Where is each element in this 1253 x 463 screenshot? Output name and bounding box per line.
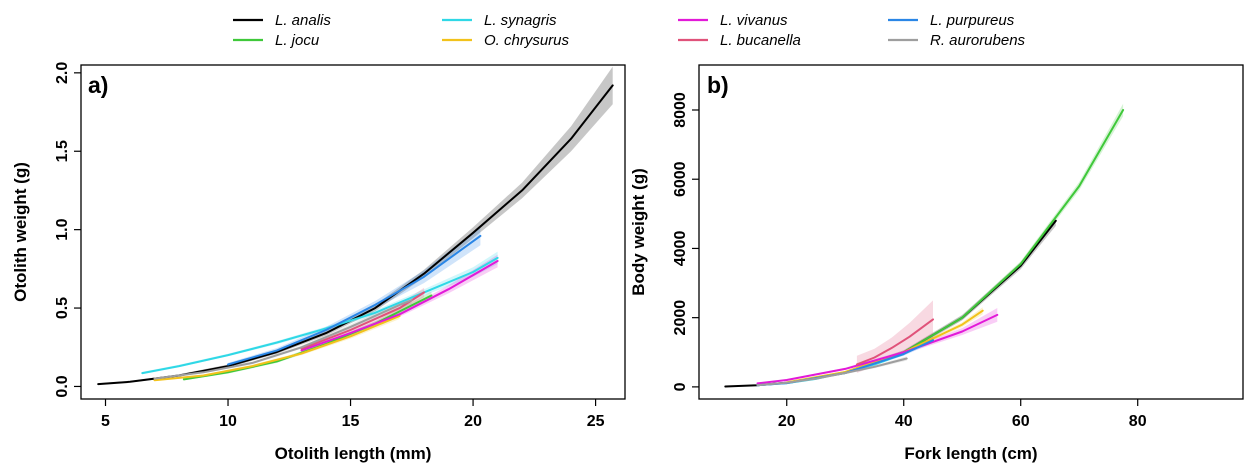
- x-tick-label: 80: [1129, 413, 1147, 430]
- panel-label: a): [88, 72, 108, 98]
- series-line-l-bucanella: [855, 318, 934, 366]
- y-tick-label: 0.5: [54, 297, 71, 319]
- legend: L. analis L. jocu L. synagris O. chrysurus L…: [233, 12, 1026, 49]
- x-axis-title: Otolith length (mm): [275, 444, 432, 463]
- ci-band-l-bucanella: [856, 300, 933, 373]
- plot-area: [97, 66, 614, 386]
- ci-band-l-synagris: [142, 251, 498, 375]
- x-tick-label: 20: [778, 413, 796, 430]
- x-tick-label: 25: [587, 413, 605, 430]
- plot-frame: [698, 64, 1244, 400]
- y-tick-label: 1.5: [54, 140, 71, 162]
- legend-label: O. chrysurus: [484, 32, 570, 49]
- y-tick-label: 0.0: [54, 375, 71, 397]
- y-tick-label: 2.0: [54, 62, 71, 84]
- legend-label: L. analis: [275, 12, 331, 29]
- y-tick-label: 4000: [672, 231, 689, 267]
- plot-frame: [80, 64, 626, 400]
- series-line-l-analis: [97, 84, 614, 386]
- x-tick-label: 10: [219, 413, 237, 430]
- legend-label: L. purpureus: [930, 12, 1015, 29]
- legend-entry-l-vivanus: L. vivanus: [678, 12, 788, 29]
- series-lines: [97, 84, 614, 386]
- legend-entry-r-aurorubens: R. aurorubens: [888, 32, 1026, 49]
- legend-entry-l-synagris: L. synagris: [442, 12, 557, 29]
- legend-entry-l-jocu: L. jocu: [233, 32, 320, 49]
- plot-area: [724, 103, 1125, 388]
- series-line-l-synagris: [141, 256, 499, 375]
- ci-band-l-analis: [98, 66, 613, 385]
- y-tick-label: 6000: [672, 161, 689, 197]
- panel-a: 5 10 15 20 25 0.0 0.5 1.0 1.5 2.0 Otolith length (…: [11, 62, 626, 463]
- legend-entry-l-purpureus: L. purpureus: [888, 12, 1015, 29]
- x-axis-title: Fork length (cm): [904, 444, 1037, 463]
- y-tick-label: 0: [672, 382, 689, 391]
- legend-label: L. jocu: [275, 32, 320, 49]
- ci-band-l-jocu: [786, 103, 1124, 384]
- panel-label: b): [707, 72, 729, 98]
- ci-bands: [725, 103, 1124, 387]
- legend-entry-l-bucanella: L. bucanella: [678, 32, 801, 49]
- y-axis-title: Otolith weight (g): [11, 162, 30, 302]
- x-tick-label: 15: [342, 413, 360, 430]
- series-line-l-jocu: [785, 109, 1125, 385]
- ci-bands: [98, 66, 613, 385]
- series-line-o-chrysurus: [153, 314, 401, 382]
- y-axis-title: Body weight (g): [629, 168, 648, 295]
- panel-b: 20 40 60 80 0 2000 4000 6000 8000 Fork length (cm…: [629, 64, 1244, 463]
- series-lines: [724, 109, 1125, 388]
- x-tick-label: 60: [1012, 413, 1030, 430]
- legend-entry-o-chrysurus: O. chrysurus: [442, 32, 570, 49]
- y-tick-label: 1.0: [54, 218, 71, 240]
- legend-label: L. vivanus: [720, 12, 788, 29]
- legend-entry-l-analis: L. analis: [233, 12, 331, 29]
- x-tick-label: 20: [464, 413, 482, 430]
- x-tick-label: 40: [895, 413, 913, 430]
- series-line-l-vivanus: [300, 260, 499, 352]
- series-line-r-aurorubens: [153, 299, 413, 380]
- series-line-l-vivanus: [756, 313, 999, 385]
- series-line-r-aurorubens: [756, 357, 908, 387]
- y-tick-label: 2000: [672, 300, 689, 336]
- legend-label: L. synagris: [484, 12, 557, 29]
- y-tick-label: 8000: [672, 92, 689, 128]
- x-tick-label: 5: [101, 413, 110, 430]
- series-line-l-purpureus: [227, 234, 482, 366]
- legend-label: L. bucanella: [720, 32, 801, 49]
- legend-label: R. aurorubens: [930, 32, 1026, 49]
